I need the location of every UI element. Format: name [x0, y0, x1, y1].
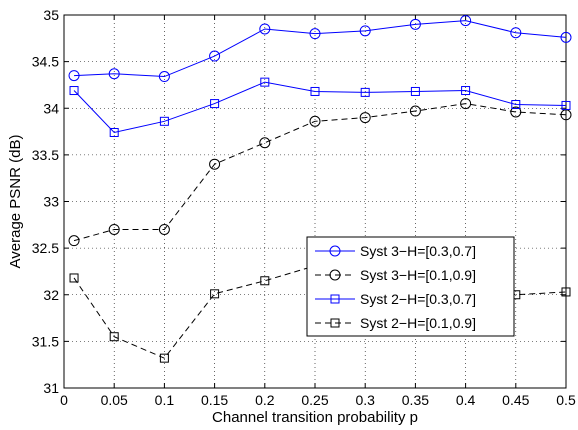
- series-1-point: [510, 27, 522, 39]
- x-tick-label: 0.25: [301, 392, 328, 408]
- series-3-line: [73, 81, 567, 134]
- series-2-point: [510, 106, 522, 118]
- series-2-point: [68, 235, 80, 247]
- series-3-point: [360, 87, 370, 97]
- x-tick-label: 0.05: [101, 392, 128, 408]
- x-tick-label: 0.2: [255, 392, 275, 408]
- series-3-point: [159, 116, 169, 126]
- y-tick-label: 32.5: [32, 240, 59, 256]
- series-1-point: [259, 23, 271, 35]
- legend-marker-4: [330, 318, 340, 328]
- series-3-point: [109, 127, 119, 137]
- legend-marker-1: [329, 245, 341, 257]
- axis-ticks: 0 0.05 0.1 0.15 0.2 0.25 0.3 0.35 0.4 0.45 0.5 31 31…: [32, 7, 576, 408]
- legend-label-3: Syst 2−H=[0.3,0.7]: [360, 291, 476, 307]
- series-1-point: [560, 31, 572, 43]
- series-3-point: [310, 86, 320, 96]
- series-1-point: [359, 25, 371, 37]
- y-tick-label: 34.5: [32, 54, 59, 70]
- series-2-line: [73, 103, 567, 242]
- series-1-point: [68, 70, 80, 82]
- y-tick-label: 34: [43, 100, 59, 116]
- series-4-point: [69, 273, 79, 283]
- series-1-point: [309, 28, 321, 40]
- x-tick-label: 0.1: [155, 392, 175, 408]
- series-2-point: [309, 115, 321, 127]
- series-3-point: [410, 86, 420, 96]
- series-3-point: [561, 100, 571, 110]
- x-tick-label: 0: [60, 392, 68, 408]
- y-axis-label: Average PSNR (dB): [7, 135, 24, 269]
- legend-label-1: Syst 3−H=[0.3,0.7]: [360, 243, 476, 259]
- series-3-point: [210, 99, 220, 109]
- legend-label-4: Syst 2−H=[0.1,0.9]: [360, 315, 476, 331]
- y-tick-label: 31: [43, 380, 59, 396]
- series-1-point: [158, 71, 170, 83]
- series-1-line: [74, 20, 567, 78]
- series-2-point: [209, 158, 221, 170]
- legend-box: [306, 236, 515, 337]
- series-4-point: [109, 332, 119, 342]
- legend: Syst 3−H=[0.3,0.7] Syst 3−H=[0.1,0.9] Syst…: [306, 236, 515, 337]
- series-1: [68, 15, 572, 83]
- y-tick-label: 33: [43, 194, 59, 210]
- x-tick-label: 0.15: [201, 392, 228, 408]
- legend-marker-2: [329, 269, 341, 281]
- series-2-point: [108, 223, 120, 235]
- series-1-point: [209, 50, 221, 62]
- x-axis-label: Channel transition probability p: [212, 409, 418, 426]
- x-tick-label: 0.45: [502, 392, 529, 408]
- series-1-point: [108, 68, 120, 80]
- series-4-point: [210, 289, 220, 299]
- series-2-point: [359, 112, 371, 124]
- x-tick-label: 0.3: [355, 392, 375, 408]
- series-4-point: [260, 276, 270, 286]
- series-3-point: [69, 86, 79, 96]
- x-tick-label: 0.35: [402, 392, 429, 408]
- legend-marker-3: [330, 294, 340, 304]
- legend-label-2: Syst 3−H=[0.1,0.9]: [360, 267, 476, 283]
- series-3-point: [461, 86, 471, 96]
- y-tick-label: 35: [43, 7, 59, 23]
- y-tick-label: 32: [43, 287, 59, 303]
- series-3-point: [511, 100, 521, 110]
- y-tick-label: 31.5: [32, 333, 59, 349]
- series-1-point: [409, 18, 421, 30]
- series-2-point: [409, 105, 421, 117]
- series-2-point: [460, 98, 472, 110]
- series-4-point: [159, 353, 169, 363]
- series-3: [69, 77, 571, 137]
- series-3-point: [260, 77, 270, 87]
- x-tick-label: 0.4: [456, 392, 476, 408]
- series-4-point: [561, 287, 571, 297]
- series-2-point: [259, 137, 271, 149]
- y-tick-label: 33.5: [32, 147, 59, 163]
- series-1-point: [460, 15, 472, 27]
- series-2-point: [158, 223, 170, 235]
- x-tick-label: 0.5: [556, 392, 576, 408]
- series-2: [68, 98, 572, 247]
